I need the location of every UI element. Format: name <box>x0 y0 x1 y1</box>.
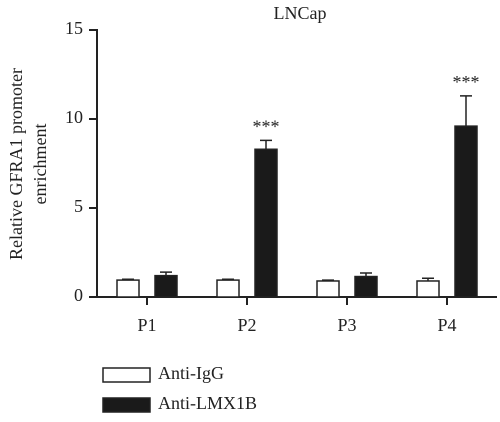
annotation: *** <box>453 72 480 92</box>
x-tick-label: P4 <box>437 315 456 335</box>
error-bar <box>160 271 172 276</box>
error-bar <box>222 278 234 281</box>
y-tick-label: 5 <box>74 196 83 216</box>
x-tick-label: P1 <box>137 315 156 335</box>
bar <box>416 280 440 298</box>
y-tick-label: 0 <box>74 285 83 305</box>
y-axis-label: enrichment <box>30 124 50 205</box>
y-tick-label: 10 <box>65 107 83 127</box>
bar <box>216 279 240 298</box>
error-bar <box>360 272 372 277</box>
chart-title: LNCap <box>274 3 327 23</box>
legend-label: Anti-IgG <box>158 363 224 383</box>
annotation: *** <box>253 116 280 136</box>
y-tick-label: 15 <box>65 18 83 38</box>
x-tick-label: P3 <box>337 315 356 335</box>
legend-swatch <box>102 397 151 413</box>
y-axis-label: Relative GFRA1 promoter <box>6 68 26 260</box>
error-bar <box>122 278 134 281</box>
legend-label: Anti-LMX1B <box>158 393 257 413</box>
legend-swatch <box>102 367 151 383</box>
x-tick-label: P2 <box>237 315 256 335</box>
bar <box>354 275 378 298</box>
bar <box>316 280 340 298</box>
error-bar <box>322 279 334 281</box>
bar <box>454 125 478 298</box>
bar <box>116 279 140 298</box>
error-bar <box>260 139 272 150</box>
error-bar <box>422 277 434 281</box>
error-bar <box>460 95 472 127</box>
bar <box>254 148 278 298</box>
bar <box>154 274 178 298</box>
